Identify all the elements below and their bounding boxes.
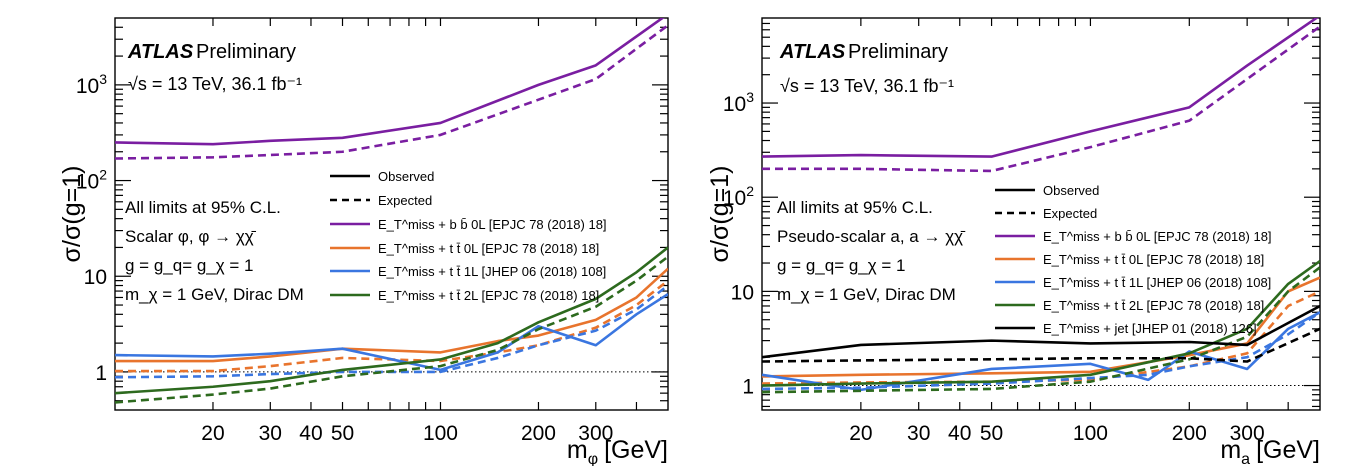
left-legend: Observed Expected E_T^miss + b b̄ 0L [EP… [330, 169, 607, 303]
left-x-tick-label-100: 100 [423, 422, 458, 445]
right-annotation-cl: All limits at 95% C.L. [777, 198, 933, 217]
right-annotation-couplings: g = g_q= g_χ = 1 [777, 256, 906, 275]
right-x-axis-title-unit: [GeV] [1256, 436, 1320, 464]
right-legend-observed: Observed [1043, 183, 1099, 198]
left-legend-tt0l: E_T^miss + t t̄ 0L [EPJC 78 (2018) 18] [378, 241, 599, 256]
right-y-tick-label-100: 102 [723, 183, 754, 210]
left-x-axis-title-sub: φ [588, 451, 598, 466]
left-x-tick-label-50: 50 [331, 422, 354, 445]
left-y-tick-label-100: 102 [76, 167, 107, 194]
left-y-tick-label-10: 10 [84, 266, 107, 289]
right-series-bb0l-expected [762, 25, 1320, 173]
right-x-tick-label-30: 30 [907, 422, 930, 445]
left-x-ticks: 20 30 40 50 100 200 300 [201, 18, 638, 445]
right-y-ticks: 1 10 102 103 [723, 22, 1320, 408]
left-series-bb0l-observed [115, 18, 665, 146]
left-plot-frame [114, 17, 669, 411]
right-legend-jet: E_T^miss + jet [JHEP 01 (2018) 126] [1043, 321, 1257, 336]
left-atlas-label: ATLAS [127, 41, 194, 63]
left-x-tick-label-20: 20 [201, 422, 224, 445]
left-series-bb0l-expected [115, 24, 668, 160]
left-legend-observed: Observed [378, 169, 434, 184]
right-legend-tt0l: E_T^miss + t t̄ 0L [EPJC 78 (2018) 18] [1043, 252, 1264, 267]
right-x-tick-label-300: 300 [1230, 422, 1265, 445]
right-x-axis-title: ma [GeV] [1220, 436, 1320, 466]
right-legend-expected: Expected [1043, 206, 1097, 221]
right-x-tick-label-200: 200 [1172, 422, 1207, 445]
left-y-tick-label-1: 1 [95, 362, 107, 385]
left-series-tt1l-observed [115, 293, 668, 372]
left-annotation-model: Scalar φ, φ → χχ̄ [125, 227, 257, 246]
left-series-layer [115, 18, 668, 404]
left-annotation-mass: m_χ = 1 GeV, Dirac DM [125, 285, 304, 304]
right-annotation-mass: m_χ = 1 GeV, Dirac DM [777, 285, 956, 304]
right-legend: Observed Expected E_T^miss + b b̄ 0L [EP… [995, 183, 1272, 336]
right-x-tick-label-100: 100 [1073, 422, 1108, 445]
left-y-axis-title: σ/σ(g=1) [58, 166, 86, 263]
left-legend-tt1l: E_T^miss + t t̄ 1L [JHEP 06 (2018) 108] [378, 264, 606, 279]
left-series-tt1l-expected [115, 284, 668, 379]
right-series-tt2l-expected [762, 266, 1320, 394]
right-series-jet-observed [762, 304, 1320, 359]
right-series-tt2l-observed [762, 259, 1320, 387]
left-x-axis-title-unit: [GeV] [604, 436, 668, 464]
left-chart-panel: 20 30 40 50 100 200 300 1 10 102 103 ATLAS Prelim… [58, 17, 669, 466]
left-x-axis-title-base: m [567, 436, 588, 464]
left-x-tick-label-200: 200 [521, 422, 556, 445]
right-x-tick-label-20: 20 [849, 422, 872, 445]
left-x-tick-label-300: 300 [578, 422, 613, 445]
left-y-ticks: 1 10 102 103 [76, 26, 668, 402]
right-y-tick-label-1000: 103 [723, 89, 754, 116]
left-x-axis-title: mφ [GeV] [567, 436, 668, 466]
left-series-tt2l-observed [115, 246, 668, 395]
left-series-tt0l-observed [115, 267, 668, 363]
right-legend-bb0l: E_T^miss + b b̄ 0L [EPJC 78 (2018) 18] [1043, 229, 1272, 244]
left-x-tick-label-40: 40 [299, 422, 322, 445]
right-x-ticks: 20 30 40 50 100 200 300 [849, 18, 1289, 445]
right-x-tick-label-40: 40 [948, 422, 971, 445]
left-legend-bb0l: E_T^miss + b b̄ 0L [EPJC 78 (2018) 18] [378, 217, 607, 232]
left-energy-label: √s = 13 TeV, 36.1 fb⁻¹ [128, 74, 302, 94]
left-y-tick-label-1000: 103 [76, 71, 107, 98]
right-annotation-model: Pseudo-scalar a, a → χχ̄ [777, 227, 966, 246]
right-x-axis-title-sub: a [1241, 451, 1250, 466]
left-legend-expected: Expected [378, 193, 432, 208]
right-legend-tt1l: E_T^miss + t t̄ 1L [JHEP 06 (2018) 108] [1043, 275, 1271, 290]
right-y-tick-label-1: 1 [742, 376, 754, 399]
right-legend-tt2l: E_T^miss + t t̄ 2L [EPJC 78 (2018) 18] [1043, 298, 1264, 313]
left-legend-tt2l: E_T^miss + t t̄ 2L [EPJC 78 (2018) 18] [378, 288, 599, 303]
right-y-axis-title: σ/σ(g=1) [706, 166, 734, 263]
left-annotation-cl: All limits at 95% C.L. [125, 198, 281, 217]
left-preliminary-label: Preliminary [196, 41, 296, 63]
right-y-tick-label-10: 10 [731, 281, 754, 304]
right-x-axis-title-base: m [1220, 436, 1241, 464]
right-atlas-label: ATLAS [779, 41, 846, 63]
right-preliminary-label: Preliminary [848, 41, 948, 63]
right-series-bb0l-observed [762, 18, 1319, 158]
left-annotation-couplings: g = g_q= g_χ = 1 [125, 256, 254, 275]
right-series-layer [762, 18, 1320, 394]
right-plot-frame [761, 17, 1321, 411]
left-x-tick-label-30: 30 [259, 422, 282, 445]
right-chart-panel: 20 30 40 50 100 200 300 1 10 102 103 ATLAS Prelim… [706, 17, 1321, 466]
left-series-tt2l-expected [115, 255, 668, 404]
right-energy-label: √s = 13 TeV, 36.1 fb⁻¹ [780, 76, 954, 96]
right-x-tick-label-50: 50 [980, 422, 1003, 445]
right-series-jet-expected [762, 327, 1320, 363]
